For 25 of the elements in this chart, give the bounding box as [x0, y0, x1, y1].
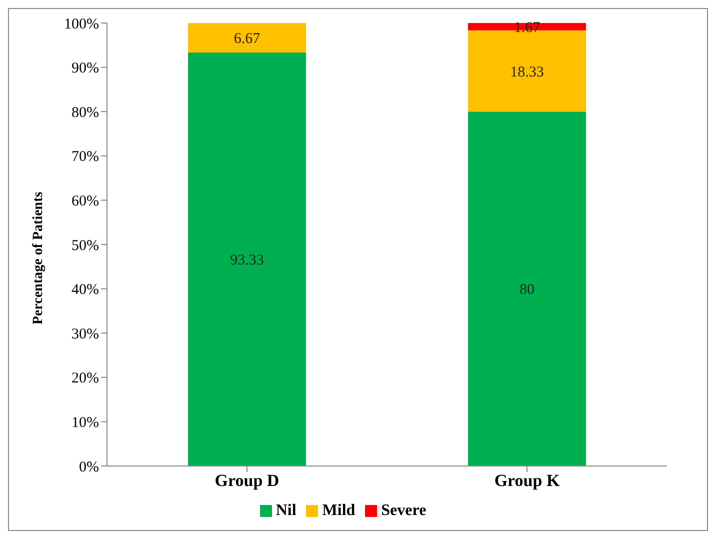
- legend-label: Nil: [276, 502, 296, 519]
- data-label: 6.67: [234, 31, 261, 48]
- data-label: 80: [520, 282, 534, 298]
- data-label: 93.33: [230, 252, 264, 269]
- x-tick-label: Group D: [214, 471, 280, 490]
- bar: [188, 23, 306, 53]
- y-tick-label: 50%: [72, 238, 99, 254]
- bar: [468, 23, 586, 30]
- y-tick-label: 30%: [72, 326, 99, 342]
- legend-label: Severe: [381, 502, 426, 519]
- bar: [468, 112, 586, 466]
- y-tick-label: 20%: [72, 370, 99, 387]
- y-tick-label: 60%: [72, 194, 99, 210]
- y-axis-title: Percentage of Patients: [30, 191, 46, 324]
- y-tick-label: 80%: [72, 104, 99, 121]
- data-label: 18.33: [510, 64, 544, 80]
- y-tick-label: 70%: [72, 149, 99, 166]
- y-tick-label: 10%: [72, 415, 99, 432]
- y-tick-label: 90%: [72, 60, 99, 77]
- y-tick-label: 100%: [64, 16, 99, 32]
- bar: [188, 52, 306, 466]
- y-tick-label: 0%: [79, 459, 99, 476]
- x-tick-label: Group K: [494, 471, 560, 490]
- y-tick-label: 40%: [72, 282, 99, 298]
- legend-label: Mild: [322, 502, 356, 519]
